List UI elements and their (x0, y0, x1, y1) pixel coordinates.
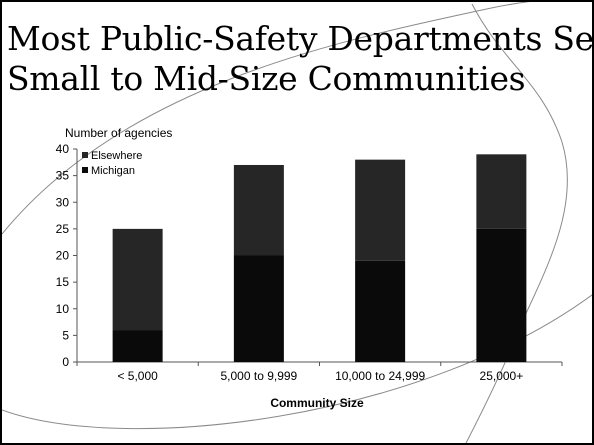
x-axis-label: Community Size (270, 396, 364, 410)
x-tick-label: < 5,000 (117, 369, 158, 383)
bar-michigan-2 (355, 260, 406, 362)
bar-michigan-3 (476, 228, 527, 362)
x-tick-label: 10,000 to 24,999 (335, 369, 425, 383)
bar-elsewhere-2 (355, 159, 406, 261)
legend-swatch-michigan (82, 167, 88, 173)
legend: Elsewhere Michigan (82, 150, 142, 177)
bar-michigan-0 (112, 330, 163, 362)
slide-title: Most Public-Safety Departments Serve Sma… (7, 19, 594, 99)
bars (112, 154, 527, 362)
y-tick-label: 30 (56, 195, 70, 209)
legend-swatch-elsewhere (82, 152, 88, 158)
x-tick-label: 5,000 to 9,999 (221, 369, 298, 383)
slide-title-line-2: Small to Mid-Size Communities (7, 59, 526, 98)
legend-label-michigan: Michigan (91, 165, 135, 177)
bar-michigan-1 (233, 255, 284, 362)
slide-title-line-1: Most Public-Safety Departments Serve (7, 19, 594, 58)
bar-elsewhere-0 (112, 228, 163, 331)
y-tick-label: 0 (62, 355, 69, 369)
bar-elsewhere-3 (476, 154, 527, 229)
y-tick-label: 15 (56, 275, 70, 289)
y-tick-label: 35 (56, 169, 70, 183)
legend-label-elsewhere: Elsewhere (91, 150, 142, 162)
y-tick-label: 10 (56, 302, 70, 316)
y-tick-label: 5 (62, 328, 69, 342)
y-axis-label: Number of agencies (65, 126, 172, 140)
x-tick-label: 25,000+ (480, 369, 524, 383)
y-tick-label: 20 (56, 249, 70, 263)
bar-elsewhere-1 (233, 164, 284, 256)
y-tick-label: 40 (56, 142, 70, 156)
y-tick-label: 25 (56, 222, 70, 236)
